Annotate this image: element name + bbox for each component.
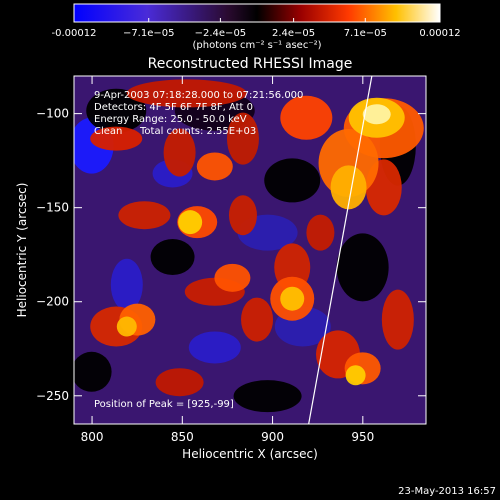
heatmap-blob xyxy=(264,158,321,203)
heatmap-blob xyxy=(381,289,414,350)
heatmap-blob xyxy=(178,210,203,235)
heatmap-blob xyxy=(330,165,367,210)
y-axis-label: Heliocentric Y (arcsec) xyxy=(15,183,29,318)
heatmap-blob xyxy=(233,380,302,413)
y-tick-label: −250 xyxy=(36,389,69,403)
y-tick-label: −150 xyxy=(36,201,69,215)
colorbar-tick-label: 0.00012 xyxy=(419,28,460,39)
y-tick-label: −100 xyxy=(36,107,69,121)
heatmap-blob xyxy=(280,95,333,140)
heatmap-blob xyxy=(228,195,257,236)
heatmap-blob xyxy=(90,126,143,151)
annotation-counts: Total counts: 2.55E+03 xyxy=(139,126,256,137)
heatmap-blob xyxy=(306,214,335,251)
heatmap-sources xyxy=(74,79,424,413)
heatmap-blob xyxy=(150,238,195,275)
heatmap-blob xyxy=(196,152,233,181)
heatmap-blob xyxy=(86,88,147,133)
heatmap-blob xyxy=(214,263,251,292)
heatmap-blob xyxy=(280,286,305,311)
colorbar xyxy=(73,3,441,23)
chart-title: Reconstructed RHESSI Image xyxy=(148,56,353,72)
axis-ticks: 800 850 900 950 −100 −150 −200 −250 xyxy=(36,76,426,444)
heatmap-blob xyxy=(188,331,241,364)
colorbar-tick-label: 2.4e−05 xyxy=(272,28,315,39)
annotation-block: 9-Apr-2003 07:18:28.000 to 07:21:56.000 … xyxy=(94,90,303,137)
annotation-time: 9-Apr-2003 07:18:28.000 to 07:21:56.000 xyxy=(94,90,303,101)
heatmap-blob xyxy=(155,368,204,397)
annotation-energy: Energy Range: 25.0 - 50.0 keV xyxy=(94,114,247,125)
annotation-clean: Clean xyxy=(94,126,122,137)
colorbar-units: (photons cm⁻² s⁻¹ asec⁻²) xyxy=(192,40,321,51)
x-tick-label: 900 xyxy=(261,430,284,444)
peak-position-label: Position of Peak = [925,-99] xyxy=(94,399,234,410)
solar-limb-line xyxy=(308,76,373,424)
x-tick-label: 800 xyxy=(81,430,104,444)
heatmap-blob xyxy=(226,112,259,165)
heatmap-blob xyxy=(362,104,391,125)
x-tick-label: 850 xyxy=(171,430,194,444)
heatmap-blob xyxy=(110,258,143,311)
colorbar-tick-label: 7.1e−05 xyxy=(344,28,387,39)
heatmap-blob xyxy=(163,128,196,177)
y-tick-label: −200 xyxy=(36,295,69,309)
footer-date: 23-May-2013 16:57 xyxy=(398,486,496,497)
colorbar-tick-label: −7.1e−05 xyxy=(123,28,175,39)
colorbar-ticks: -0.00012 −7.1e−05 −2.4e−05 2.4e−05 7.1e−05 0.… xyxy=(52,18,461,39)
heatmap-image xyxy=(74,76,426,424)
x-tick-label: 950 xyxy=(351,430,374,444)
colorbar-tick-label: -0.00012 xyxy=(52,28,97,39)
heatmap-blob xyxy=(241,297,274,342)
x-axis-label: Heliocentric X (arcsec) xyxy=(182,447,318,461)
heatmap-blob xyxy=(116,316,137,337)
heatmap-blob xyxy=(74,351,112,392)
annotation-detectors: Detectors: 4F 5F 6F 7F 8F, Att 0 xyxy=(94,102,253,113)
heatmap-blob xyxy=(118,201,171,230)
heatmap-blob xyxy=(336,233,389,302)
plot-frame xyxy=(73,75,427,425)
heatmap-blob xyxy=(345,365,366,386)
colorbar-tick-label: −2.4e−05 xyxy=(195,28,247,39)
heatmap-blob xyxy=(126,79,247,108)
